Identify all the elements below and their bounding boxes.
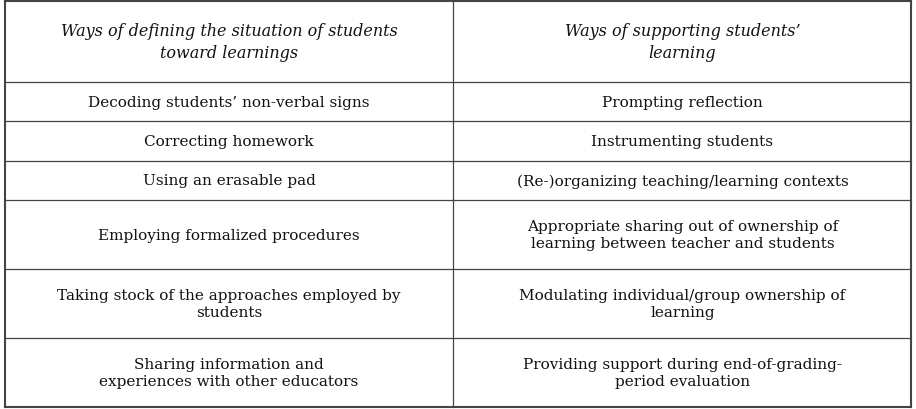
Text: Sharing information and
experiences with other educators: Sharing information and experiences with…: [99, 357, 359, 389]
Text: Correcting homework: Correcting homework: [144, 135, 314, 148]
Text: (Re-)organizing teaching/learning contexts: (Re-)organizing teaching/learning contex…: [517, 174, 848, 188]
Text: Ways of defining the situation of students
toward learnings: Ways of defining the situation of studen…: [60, 23, 398, 62]
Text: Appropriate sharing out of ownership of
learning between teacher and students: Appropriate sharing out of ownership of …: [527, 219, 838, 251]
Text: Taking stock of the approaches employed by
students: Taking stock of the approaches employed …: [57, 288, 401, 320]
Text: Decoding students’ non-verbal signs: Decoding students’ non-verbal signs: [88, 95, 370, 109]
Text: Employing formalized procedures: Employing formalized procedures: [98, 228, 360, 242]
Text: Ways of supporting students’
learning: Ways of supporting students’ learning: [564, 23, 801, 62]
Text: Prompting reflection: Prompting reflection: [602, 95, 763, 109]
Text: Instrumenting students: Instrumenting students: [592, 135, 773, 148]
Text: Using an erasable pad: Using an erasable pad: [143, 174, 315, 188]
Text: Providing support during end-of-grading-
period evaluation: Providing support during end-of-grading-…: [523, 357, 842, 389]
Text: Modulating individual/group ownership of
learning: Modulating individual/group ownership of…: [519, 288, 845, 320]
